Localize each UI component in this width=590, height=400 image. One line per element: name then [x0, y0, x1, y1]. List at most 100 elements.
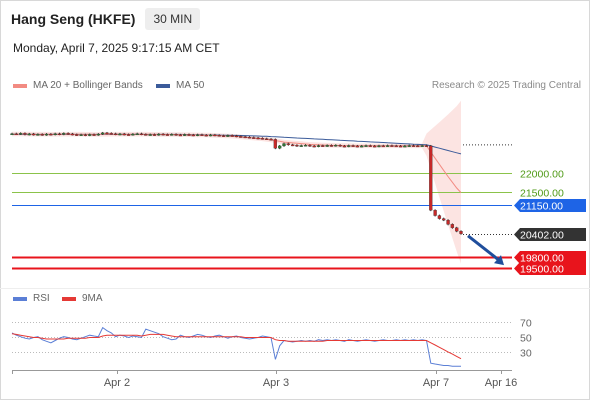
candle-body: [230, 135, 234, 137]
candle-body: [96, 133, 100, 136]
level-label-bg-last: [514, 228, 586, 241]
candle-body: [126, 134, 131, 136]
x-tick-label: Apr 3: [263, 377, 289, 389]
candle-body: [148, 134, 152, 136]
candle-body: [394, 145, 398, 148]
candle-body: [66, 133, 70, 135]
candle-body: [79, 134, 83, 136]
level-label: 21500.00: [520, 188, 564, 200]
candle-body: [152, 134, 157, 136]
candle-body: [18, 133, 23, 135]
candle-body: [455, 227, 459, 232]
candle-body: [316, 145, 321, 147]
legend-ma50-label: MA 50: [176, 80, 205, 91]
rsi-tick-label: 30: [520, 348, 532, 360]
chart-datetime: Monday, April 7, 2025 9:17:15 AM CET: [13, 41, 220, 55]
candle-body: [286, 143, 290, 145]
candle-body: [442, 218, 446, 221]
candle-body: [252, 137, 256, 139]
legend-rsi-ma-label: 9MA: [82, 293, 103, 304]
candle-body: [92, 134, 96, 136]
rsi-tick-label: 50: [520, 333, 532, 345]
candle-body: [299, 145, 303, 147]
ma50-swatch-icon: [156, 83, 170, 88]
candle-body: [303, 144, 308, 147]
candle-body: [342, 145, 347, 148]
candle-body: [27, 133, 31, 136]
candle-body: [14, 133, 18, 136]
candle-body: [226, 135, 230, 137]
candle-body: [377, 145, 381, 148]
candle-body: [373, 145, 377, 148]
level-label: 19500.00: [520, 264, 564, 276]
candle-body: [170, 134, 174, 136]
candle-body: [329, 145, 334, 147]
candle-body: [178, 134, 183, 137]
level-label-bg-support: [514, 262, 586, 275]
candle-body: [144, 134, 148, 136]
candle-body: [273, 139, 278, 149]
rsi-ma-line: [11, 333, 462, 360]
candle-body: [433, 210, 437, 216]
projection-arrow-shaft: [467, 234, 500, 262]
timeframe-button[interactable]: 30 MIN: [145, 8, 201, 30]
candle-body: [174, 134, 178, 136]
candle-body: [282, 143, 286, 147]
rsi-line: [11, 326, 461, 367]
candle-body: [187, 134, 191, 136]
candle-body: [10, 133, 14, 136]
candle-body: [44, 133, 49, 136]
candle-body: [290, 144, 295, 147]
legend-ma20-label: MA 20 + Bollinger Bands: [33, 80, 143, 91]
candle-body: [243, 136, 247, 139]
candle-body: [459, 231, 463, 234]
candle-body: [135, 133, 139, 136]
research-credit: Research © 2025 Trading Central: [431, 80, 581, 91]
candle-body: [131, 133, 135, 136]
candle-body: [429, 145, 433, 211]
candle-body: [385, 145, 390, 147]
ma20-swatch-icon: [13, 83, 27, 88]
level-label: 21150.00: [520, 201, 563, 213]
candle-body: [321, 145, 325, 147]
candle-body: [23, 133, 27, 135]
candle-body: [308, 144, 312, 147]
candle-body: [334, 144, 338, 147]
candle-body: [70, 133, 75, 136]
x-tick-label: Apr 16: [485, 377, 517, 389]
rsi-swatch-icon: [13, 296, 27, 301]
candle-body: [208, 134, 213, 137]
candle-body: [213, 134, 217, 137]
candle-body: [416, 145, 420, 148]
candle-body: [446, 219, 450, 225]
candle-body: [101, 132, 105, 135]
legend-item-ma50: MA 50: [156, 80, 204, 91]
bollinger-band: [12, 100, 461, 264]
candle-body: [195, 134, 200, 136]
candle-body: [403, 145, 407, 148]
candle-body: [368, 145, 372, 147]
level-label: 22000.00: [520, 169, 564, 181]
candle-body: [105, 132, 109, 135]
level-label-bg-support: [514, 251, 586, 264]
candle-body: [109, 133, 113, 135]
x-tick-label: Apr 7: [423, 377, 449, 389]
candle-body: [420, 145, 424, 147]
candle-body: [83, 134, 88, 136]
candle-body: [295, 144, 299, 147]
candle-body: [57, 133, 62, 136]
candle-body: [234, 135, 239, 138]
level-label: 19800.00: [520, 253, 564, 265]
candle-body: [450, 224, 455, 228]
candle-body: [424, 145, 429, 147]
candle-body: [191, 134, 195, 137]
candle-body: [183, 134, 187, 136]
candle-body: [204, 134, 208, 137]
candle-body: [347, 145, 351, 147]
candle-body: [351, 145, 355, 147]
candle-body: [360, 145, 364, 148]
candle-body: [269, 138, 273, 141]
candle-body: [157, 133, 161, 136]
candle-body: [200, 134, 204, 136]
